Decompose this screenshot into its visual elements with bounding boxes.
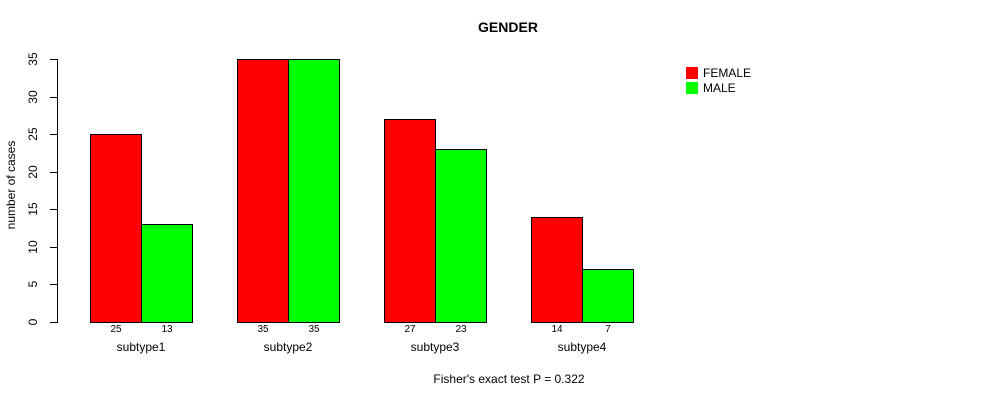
statistical-test-caption: Fisher's exact test P = 0.322 — [433, 372, 585, 386]
legend-label-male: MALE — [703, 80, 736, 95]
bar-male-subtype1 — [141, 224, 193, 323]
female-swatch-icon — [686, 66, 698, 79]
bar-value-label: 35 — [308, 324, 320, 335]
y-tick-label: 0 — [26, 318, 40, 326]
bar-value-label: 23 — [455, 324, 467, 335]
y-axis-title: number of cases — [4, 140, 18, 230]
y-tick — [50, 97, 57, 98]
y-tick-label: 25 — [26, 127, 40, 141]
y-tick-label: 10 — [26, 240, 40, 254]
y-tick — [50, 322, 57, 323]
chart-title: GENDER — [478, 19, 538, 35]
y-tick-label: 5 — [26, 280, 40, 288]
bar-female-subtype4 — [531, 217, 583, 323]
x-category-label: subtype3 — [410, 340, 460, 354]
legend-label-female: FEMALE — [703, 65, 752, 80]
bar-male-subtype3 — [435, 149, 487, 323]
bar-value-label: 13 — [161, 324, 173, 335]
bar-female-subtype1 — [90, 134, 142, 323]
bar-value-label: 35 — [257, 324, 269, 335]
bar-male-subtype2 — [288, 59, 340, 323]
bar-value-label: 7 — [605, 324, 611, 335]
bar-value-label: 14 — [551, 324, 563, 335]
x-category-label: subtype4 — [557, 340, 607, 354]
bar-female-subtype3 — [384, 119, 436, 323]
x-category-label: subtype2 — [263, 340, 313, 354]
y-tick — [50, 247, 57, 248]
y-tick-label: 15 — [26, 202, 40, 216]
legend-item-female: FEMALE — [686, 65, 751, 80]
y-tick-label: 30 — [26, 90, 40, 104]
bar-value-label: 27 — [404, 324, 416, 335]
male-swatch-icon — [686, 81, 698, 94]
y-tick — [50, 134, 57, 135]
y-tick — [50, 59, 57, 60]
y-axis-line — [57, 59, 58, 323]
bar-female-subtype2 — [237, 59, 289, 323]
y-tick-label: 20 — [26, 165, 40, 179]
y-tick-label: 35 — [26, 52, 40, 66]
y-tick — [50, 209, 57, 210]
bar-male-subtype4 — [582, 269, 634, 323]
legend: FEMALE MALE — [686, 65, 751, 95]
x-category-label: subtype1 — [116, 340, 166, 354]
legend-item-male: MALE — [686, 80, 751, 95]
y-tick — [50, 172, 57, 173]
bar-value-label: 25 — [110, 324, 122, 335]
y-tick — [50, 284, 57, 285]
